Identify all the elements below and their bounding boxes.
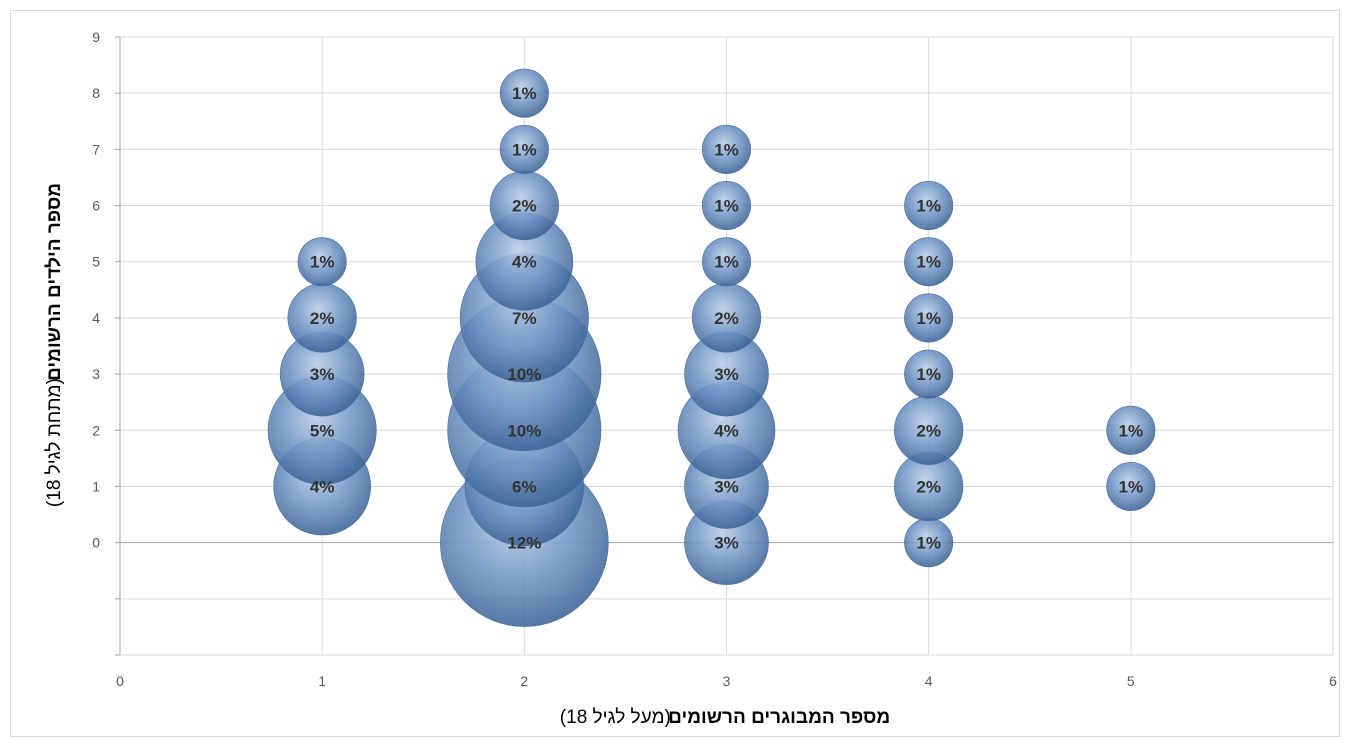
chart-frame: [10, 10, 1340, 737]
bubble-label: 1%: [512, 84, 537, 103]
bubble-label: 1%: [1119, 421, 1144, 440]
bubble: [904, 349, 954, 399]
bubble-label: 10%: [507, 365, 541, 384]
bubble: [297, 237, 347, 287]
bubble-label: 1%: [714, 253, 739, 272]
bubble-label: 2%: [310, 309, 335, 328]
bubble: [499, 124, 549, 174]
bubble: [1106, 405, 1156, 455]
y-tick-label: 3: [92, 366, 100, 382]
bubble-label: 1%: [916, 309, 941, 328]
bubble-label: 12%: [507, 534, 541, 553]
x-tick-label: 0: [116, 673, 124, 689]
bubble-label: 4%: [310, 477, 335, 496]
y-tick-label: 6: [92, 198, 100, 214]
bubble: [1106, 461, 1156, 511]
bubble-label: 2%: [916, 477, 941, 496]
y-axis-title: מספר הילדים הרשומים (מתחת לגיל 18): [44, 183, 65, 507]
bubble-label: 4%: [714, 421, 739, 440]
bubble-label: 3%: [714, 477, 739, 496]
bubble-label: 3%: [714, 365, 739, 384]
y-tick-label: 7: [92, 141, 100, 157]
bubble-label: 1%: [310, 253, 335, 272]
bubble-label: 1%: [714, 140, 739, 159]
x-tick-label: 6: [1329, 673, 1337, 689]
bubble-label: 1%: [714, 197, 739, 216]
bubble-label: 10%: [507, 421, 541, 440]
y-tick-label: 4: [92, 310, 100, 326]
x-tick-label: 2: [520, 673, 528, 689]
bubble-label: 1%: [916, 253, 941, 272]
bubble: [701, 124, 751, 174]
bubble-label: 5%: [310, 421, 335, 440]
bubble: [499, 68, 549, 118]
bubble-label: 6%: [512, 477, 537, 496]
bubble-label: 2%: [714, 309, 739, 328]
bubble: [904, 293, 954, 343]
tick-labels: 0 1 2 3 4 5 6 0 1 2 3 4 5 6 7 8 9: [92, 29, 1337, 689]
bubble-label: 1%: [916, 365, 941, 384]
y-tick-label: 5: [92, 254, 100, 270]
bubble-label: 7%: [512, 309, 537, 328]
bubble-label: 1%: [916, 534, 941, 553]
x-tick-label: 1: [318, 673, 326, 689]
bubble: [904, 181, 954, 231]
x-tick-label: 3: [723, 673, 731, 689]
y-tick-label: 8: [92, 85, 100, 101]
x-tick-label: 5: [1127, 673, 1135, 689]
bubble-label: 1%: [1119, 477, 1144, 496]
bubble-label: 2%: [916, 421, 941, 440]
bubble-label: 4%: [512, 253, 537, 272]
bubble: [701, 181, 751, 231]
x-tick-label: 4: [925, 673, 933, 689]
bubble-label: 2%: [512, 197, 537, 216]
bubbles: 4% 5% 3% 2% 1% 12% 6% 10% 10% 7% 4% 2% 1% 1% 3% 3% 4% 3% 2…: [267, 68, 1156, 627]
y-tick-label: 1: [92, 478, 100, 494]
y-tick-label: 0: [92, 535, 100, 551]
bubble: [701, 237, 751, 287]
y-tick-label: 9: [92, 29, 100, 45]
x-axis-title: מספר המבוגרים הרשומים (מעל לגיל 18): [560, 707, 890, 728]
bubble-label: 1%: [916, 197, 941, 216]
bubble-label: 3%: [714, 534, 739, 553]
bubble-label: 1%: [512, 140, 537, 159]
bubble: [904, 237, 954, 287]
bubble-label: 3%: [310, 365, 335, 384]
y-tick-label: 2: [92, 422, 100, 438]
